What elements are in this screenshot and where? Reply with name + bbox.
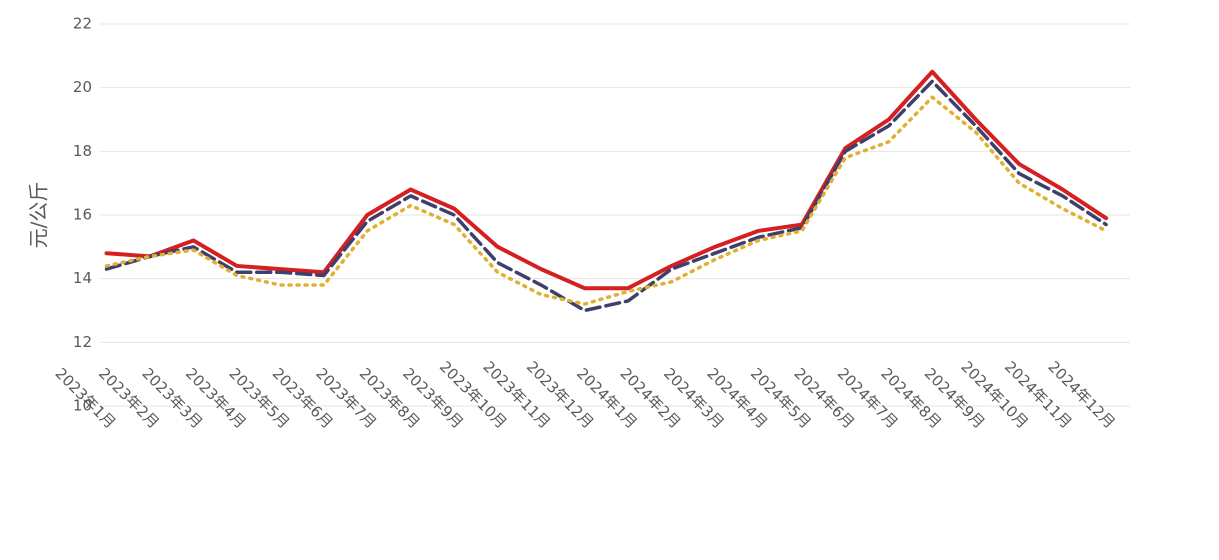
y-axis-label: 元/公斤: [27, 182, 51, 249]
y-tick-label: 16: [73, 206, 92, 224]
series-line: [104, 79, 1108, 313]
y-tick-label: 10: [73, 397, 92, 415]
y-tick-label: 20: [73, 78, 92, 96]
series-line: [104, 95, 1108, 306]
y-tick-label: 12: [73, 333, 92, 351]
y-tick-label: 18: [73, 142, 92, 160]
y-tick-label: 14: [73, 269, 92, 287]
series-line: [104, 69, 1109, 291]
y-tick-label: 22: [73, 15, 92, 33]
